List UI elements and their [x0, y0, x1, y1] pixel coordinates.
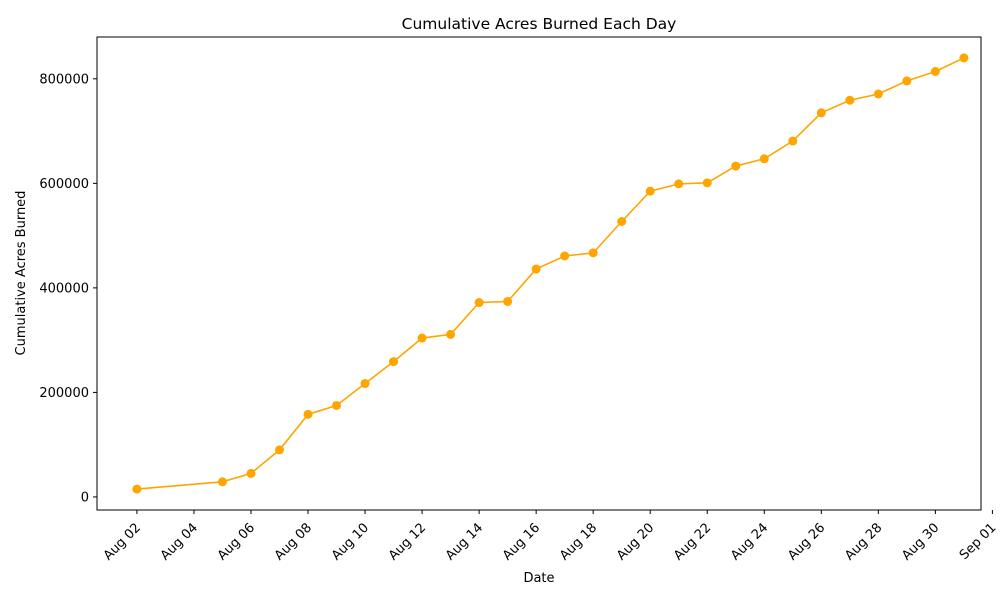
data-point — [560, 251, 570, 261]
data-point — [674, 179, 684, 189]
data-point — [731, 161, 741, 171]
data-point — [788, 136, 798, 146]
data-point — [389, 357, 399, 367]
data-point — [959, 53, 969, 63]
data-point — [246, 468, 256, 478]
data-point — [759, 154, 769, 164]
y-tick-label: 600000 — [39, 177, 89, 192]
data-point — [645, 186, 655, 196]
data-point — [360, 379, 370, 389]
data-point — [845, 95, 855, 105]
data-point — [303, 409, 313, 419]
data-point — [332, 400, 342, 410]
data-point — [474, 298, 484, 308]
y-axis-label: Cumulative Acres Burned — [14, 191, 29, 356]
data-point — [417, 333, 427, 343]
y-tick-label: 800000 — [39, 72, 89, 87]
data-point — [816, 108, 826, 118]
data-point — [503, 296, 513, 306]
data-point — [132, 484, 142, 494]
x-axis-label: Date — [523, 571, 554, 586]
data-point — [902, 76, 912, 86]
y-tick-label: 400000 — [39, 281, 89, 296]
data-point — [702, 178, 712, 188]
data-point — [275, 445, 284, 455]
data-point — [617, 217, 627, 226]
series-cumulative-acres — [132, 53, 969, 494]
axes-frame — [96, 36, 982, 511]
y-tick-label: 200000 — [39, 386, 89, 401]
y-axis-ticks: 0 200000 400000 600000 800000 — [39, 72, 97, 505]
data-point — [588, 248, 598, 258]
data-point — [930, 67, 940, 76]
data-point — [531, 264, 541, 274]
chart-title: Cumulative Acres Burned Each Day — [402, 15, 677, 33]
y-tick-label: 0 — [81, 490, 89, 505]
series-line — [136, 57, 965, 490]
data-point — [446, 329, 456, 339]
data-point — [873, 89, 883, 99]
data-point — [217, 477, 227, 487]
